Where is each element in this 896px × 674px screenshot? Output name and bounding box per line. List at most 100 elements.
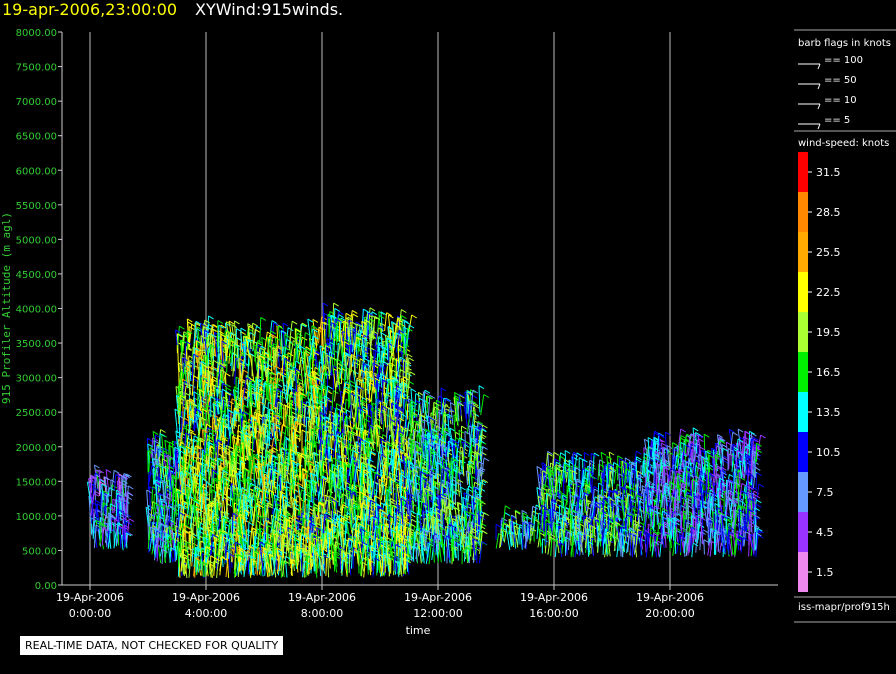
wind-barb bbox=[150, 526, 154, 545]
wind-barb bbox=[107, 523, 112, 549]
wind-barb bbox=[115, 499, 118, 517]
wind-barb bbox=[150, 501, 154, 522]
wind-barb bbox=[100, 492, 103, 510]
wind-barb-flag bbox=[338, 314, 344, 319]
wind-barb-flag bbox=[196, 328, 202, 332]
wind-barb bbox=[211, 518, 213, 536]
wind-barb bbox=[208, 484, 211, 503]
wind-barb bbox=[276, 484, 279, 501]
wind-barb-flag bbox=[166, 488, 173, 493]
wind-barb-flag bbox=[118, 514, 125, 518]
wind-barb-flag bbox=[294, 327, 301, 332]
wind-barb-flag bbox=[105, 469, 112, 474]
wind-barb bbox=[188, 360, 191, 377]
wind-barb bbox=[153, 464, 157, 481]
wind-barb bbox=[113, 474, 117, 491]
wind-barb-flag bbox=[200, 522, 206, 527]
wind-barb-flag bbox=[291, 320, 298, 325]
wind-barb bbox=[156, 522, 160, 539]
wind-barb bbox=[351, 393, 355, 410]
wind-barb-flag bbox=[272, 447, 279, 452]
wind-barb-flag bbox=[270, 330, 277, 335]
wind-barb bbox=[387, 407, 389, 428]
wind-barb bbox=[284, 405, 286, 426]
wind-barb bbox=[226, 552, 230, 578]
wind-barb-flag bbox=[282, 322, 289, 327]
wind-barb-flag bbox=[156, 446, 163, 450]
wind-barb bbox=[187, 321, 189, 348]
wind-barb-flag bbox=[168, 526, 175, 531]
wind-barb bbox=[92, 473, 96, 490]
wind-barb bbox=[174, 409, 178, 434]
wind-barb-flag bbox=[152, 524, 158, 529]
wind-barb bbox=[157, 544, 162, 564]
wind-barb bbox=[150, 437, 154, 458]
wind-barb bbox=[230, 544, 232, 563]
wind-barb-flag bbox=[94, 499, 101, 504]
wind-barb bbox=[162, 471, 167, 490]
wind-barb bbox=[125, 491, 128, 520]
wind-barb bbox=[153, 502, 159, 525]
wind-barb bbox=[87, 481, 92, 504]
wind-barb bbox=[195, 559, 198, 576]
wind-barb bbox=[109, 503, 111, 532]
wind-barb-flag bbox=[122, 480, 128, 484]
wind-barb-flag bbox=[146, 489, 152, 494]
wind-barb bbox=[250, 380, 252, 397]
wind-barb-flag bbox=[162, 548, 168, 553]
wind-barb bbox=[195, 499, 198, 526]
wind-barb-flag bbox=[127, 492, 134, 497]
wind-barb-flag bbox=[298, 507, 305, 511]
wind-barb-flag bbox=[187, 546, 193, 551]
wind-barb bbox=[284, 556, 288, 578]
wind-barb-flag bbox=[122, 482, 128, 487]
wind-barb bbox=[258, 550, 261, 570]
wind-barb bbox=[163, 484, 167, 501]
wind-barb bbox=[155, 479, 158, 500]
wind-barb bbox=[238, 358, 240, 385]
wind-barb bbox=[240, 457, 244, 484]
wind-barb bbox=[171, 476, 175, 503]
wind-barb-flag bbox=[110, 515, 116, 520]
chart-title-date: 19-apr-2006,23:00:00 bbox=[2, 0, 178, 19]
wind-barb-flag bbox=[312, 318, 319, 323]
wind-barb-flag bbox=[304, 473, 310, 477]
wind-barb-flag bbox=[287, 327, 294, 332]
wind-barb bbox=[217, 547, 221, 568]
wind-barb bbox=[261, 441, 264, 466]
wind-barb bbox=[119, 527, 122, 548]
wind-barb-flag bbox=[225, 372, 231, 377]
wind-barb bbox=[91, 502, 94, 524]
wind-barb bbox=[145, 507, 149, 524]
wind-barb-flag bbox=[411, 314, 417, 319]
wind-barb-flag bbox=[305, 346, 312, 351]
wind-barb-flag bbox=[168, 504, 174, 509]
wind-barb-flag bbox=[369, 307, 376, 312]
wind-barb-flag bbox=[113, 469, 120, 474]
wind-barb bbox=[238, 395, 242, 423]
wind-barb-flag bbox=[170, 546, 176, 551]
wind-barb-flag bbox=[167, 454, 173, 459]
wind-barb-flag bbox=[329, 310, 336, 315]
wind-barb bbox=[231, 513, 234, 534]
wind-barb-flag bbox=[93, 487, 100, 491]
wind-barb bbox=[169, 547, 172, 563]
wind-barb bbox=[156, 476, 159, 491]
wind-barb-flag bbox=[260, 316, 267, 321]
wind-barb bbox=[106, 487, 110, 507]
wind-barb bbox=[239, 413, 242, 431]
wind-barb-flag bbox=[305, 512, 311, 517]
wind-barb-flag bbox=[281, 371, 288, 376]
wind-barb-flag bbox=[124, 524, 130, 529]
wind-barb bbox=[251, 437, 254, 459]
wind-barb-flag bbox=[220, 363, 227, 368]
wind-barb bbox=[216, 439, 219, 461]
wind-barb bbox=[273, 517, 277, 534]
wind-barb-flag bbox=[90, 474, 97, 479]
wind-barb bbox=[94, 464, 99, 489]
wind-barb bbox=[156, 537, 159, 554]
wind-barb bbox=[110, 507, 113, 532]
wind-barb bbox=[122, 517, 124, 534]
wind-barb bbox=[168, 471, 173, 492]
